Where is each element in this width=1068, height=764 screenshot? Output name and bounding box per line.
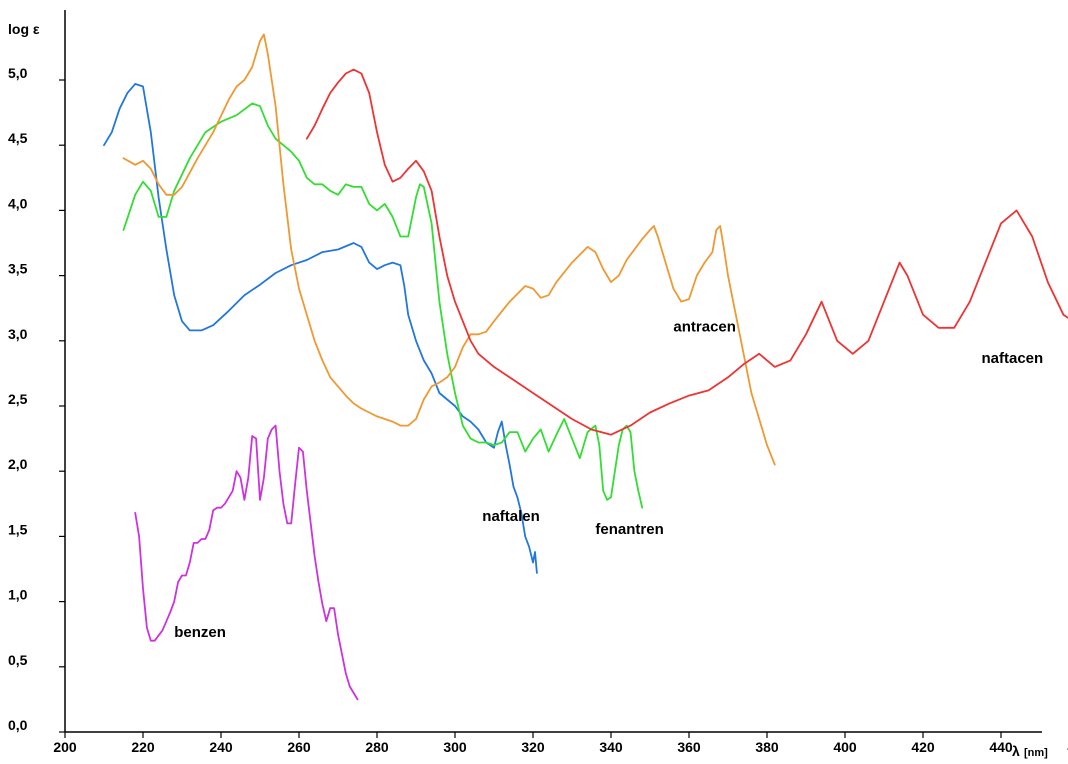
y-tick-label: 4,0 <box>8 195 28 211</box>
x-tick-label: 300 <box>443 739 467 755</box>
ticks <box>59 79 1002 738</box>
series-label-naftalen: naftalen <box>482 508 540 525</box>
series-line-benzen <box>134 424 359 701</box>
y-tick-label: 0,5 <box>8 652 28 668</box>
x-tick-label: 260 <box>287 739 311 755</box>
x-tick-label: 440 <box>989 739 1013 755</box>
x-tick-label: 240 <box>209 739 233 755</box>
x-tick-label: 220 <box>131 739 155 755</box>
series-line-antracen <box>122 33 776 466</box>
y-tick-label: 2,5 <box>8 391 28 407</box>
y-tick-label: 5,0 <box>8 65 28 81</box>
x-tick-label: 320 <box>521 739 545 755</box>
x-tick-label: 200 <box>53 739 77 755</box>
y-tick-label: 0,0 <box>8 717 28 733</box>
series-line-fenantren <box>122 102 644 509</box>
series-line-naftacen <box>305 68 1068 436</box>
series-line-naftalen <box>103 83 538 574</box>
y-tick-label: 2,0 <box>8 456 28 472</box>
y-tick-label: 1,5 <box>8 521 28 537</box>
x-axis-label: λ <box>1012 743 1020 759</box>
series-label-benzen: benzen <box>174 624 226 641</box>
tick-labels: 200 220 240 260 280 300 320 340 360 380 400 420 440 4… <box>8 65 1068 755</box>
x-tick-label: 420 <box>911 739 935 755</box>
series-lines <box>103 33 1068 701</box>
axes <box>64 10 1042 733</box>
x-tick-label: 400 <box>833 739 857 755</box>
x-tick-label: 340 <box>599 739 623 755</box>
y-axis-label: log ε <box>8 21 40 37</box>
y-tick-label: 1,0 <box>8 587 28 603</box>
series-labels: benzen naftalen fenantren antracen naftacen <box>174 319 1043 641</box>
x-axis-unit: [nm] <box>1024 747 1048 759</box>
y-tick-label: 4,5 <box>8 130 28 146</box>
x-tick-label: 360 <box>677 739 701 755</box>
series-label-naftacen: naftacen <box>982 350 1044 367</box>
series-label-fenantren: fenantren <box>595 521 663 538</box>
y-tick-label: 3,5 <box>8 261 28 277</box>
y-tick-label: 3,0 <box>8 326 28 342</box>
series-label-antracen: antracen <box>673 319 736 336</box>
x-tick-label: 280 <box>365 739 389 755</box>
x-tick-label: 380 <box>755 739 779 755</box>
